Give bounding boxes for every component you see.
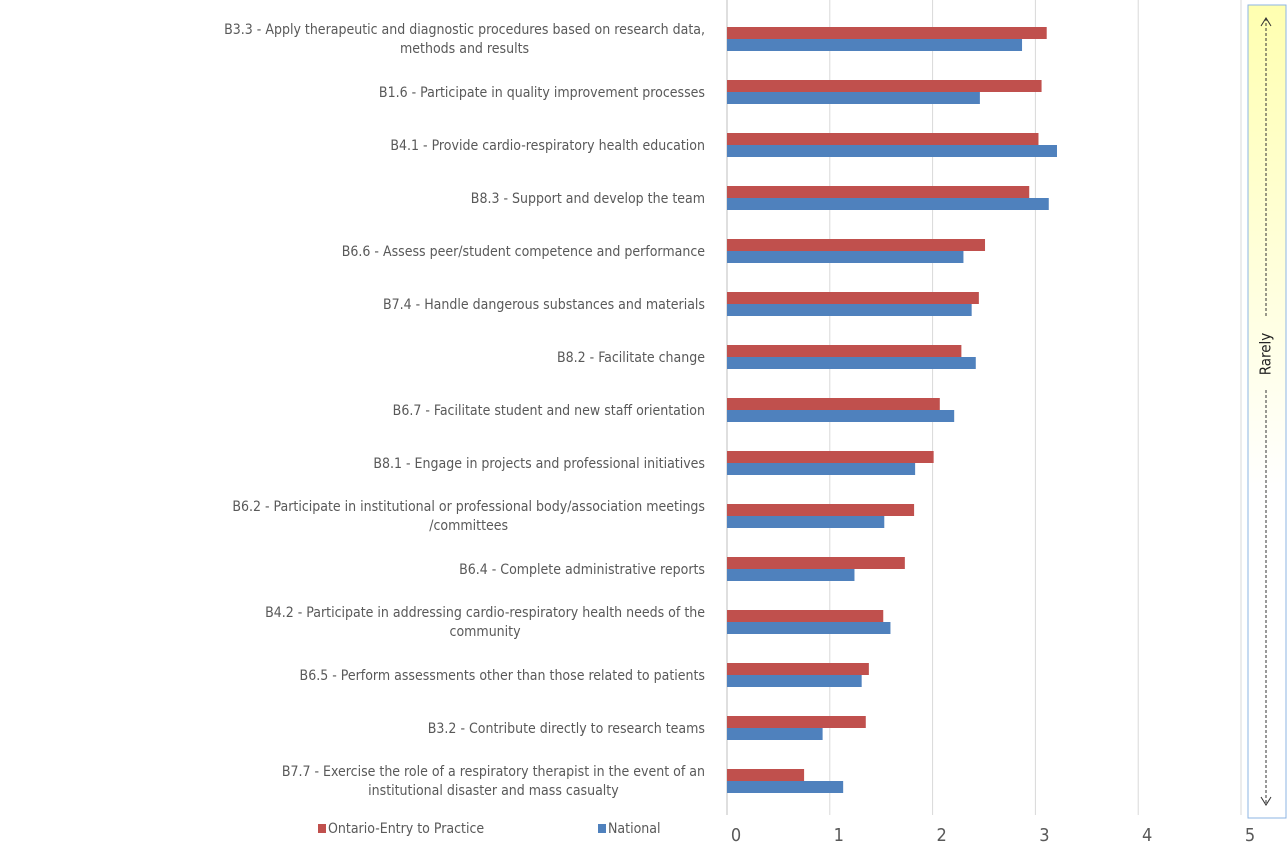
bar xyxy=(727,781,844,793)
bar xyxy=(727,557,905,569)
y-tick-label: B1.6 - Participate in quality improvemen… xyxy=(378,84,705,101)
legend-label: Ontario-Entry to Practice xyxy=(328,821,484,837)
bar xyxy=(727,463,916,475)
bar xyxy=(727,239,986,251)
category-label-box: B6.5 - Perform assessments other than th… xyxy=(25,649,705,703)
category-label-box: B3.3 - Apply therapeutic and diagnostic … xyxy=(25,13,705,67)
category-label-box: B4.2 - Participate in addressing cardio-… xyxy=(25,596,705,650)
legend-swatch xyxy=(318,824,326,833)
category-label-box: B7.7 - Exercise the role of a respirator… xyxy=(25,755,705,809)
annotation: Rarely xyxy=(1257,333,1275,376)
category-label-box: B4.1 - Provide cardio-respiratory health… xyxy=(25,119,705,173)
category-label-box: B3.2 - Contribute directly to research t… xyxy=(25,702,705,756)
bar xyxy=(727,410,955,422)
arrow-head xyxy=(1260,17,1272,27)
y-tick-label: B6.5 - Perform assessments other than th… xyxy=(299,667,705,684)
bar xyxy=(727,39,1023,51)
bar xyxy=(727,675,862,687)
category-label-box: B6.4 - Complete administrative reports xyxy=(25,543,705,597)
bar xyxy=(727,622,891,634)
bar xyxy=(727,357,976,369)
bar xyxy=(727,304,972,316)
bar xyxy=(727,716,866,728)
y-tick-label: B8.1 - Engage in projects and profession… xyxy=(373,455,705,472)
bar xyxy=(727,27,1047,39)
x-tick-label: 1 xyxy=(834,825,844,846)
bar xyxy=(727,769,805,781)
y-tick-label: B6.6 - Assess peer/student competence an… xyxy=(341,243,705,260)
category-label-box: B8.2 - Facilitate change xyxy=(25,331,705,385)
annotation-box xyxy=(1247,4,1287,819)
x-tick-label: 0 xyxy=(731,825,741,846)
bar xyxy=(727,80,1042,92)
bar xyxy=(727,663,869,675)
bar xyxy=(727,198,1049,210)
x-tick-label: 2 xyxy=(936,825,946,846)
y-tick-label: B4.2 - Participate in addressing cardio-… xyxy=(265,605,705,640)
legend-label: National xyxy=(608,821,660,837)
bar xyxy=(727,145,1057,157)
x-tick-label: 4 xyxy=(1142,825,1152,846)
bar xyxy=(727,251,964,263)
bar xyxy=(727,610,884,622)
y-tick-label: B7.7 - Exercise the role of a respirator… xyxy=(281,764,705,799)
x-tick-label: 3 xyxy=(1039,825,1049,846)
bar xyxy=(727,345,962,357)
category-label-box: B8.3 - Support and develop the team xyxy=(25,172,705,226)
arrow-head xyxy=(1260,796,1272,806)
bar xyxy=(727,398,940,410)
bar xyxy=(727,133,1039,145)
y-tick-label: B8.3 - Support and develop the team xyxy=(470,190,705,207)
category-label-box: B6.6 - Assess peer/student competence an… xyxy=(25,225,705,279)
category-label-box: B1.6 - Participate in quality improvemen… xyxy=(25,66,705,120)
bar xyxy=(727,92,980,104)
y-tick-label: B4.1 - Provide cardio-respiratory health… xyxy=(390,137,705,154)
bar xyxy=(727,292,979,304)
bar xyxy=(727,516,885,528)
bar xyxy=(727,728,823,740)
bar xyxy=(727,451,934,463)
category-label-box: B6.7 - Facilitate student and new staff … xyxy=(25,384,705,438)
y-tick-label: B3.2 - Contribute directly to research t… xyxy=(427,720,705,737)
bar xyxy=(727,569,855,581)
y-tick-label: B3.3 - Apply therapeutic and diagnostic … xyxy=(224,22,705,57)
y-tick-label: B6.7 - Facilitate student and new staff … xyxy=(392,402,705,419)
bar xyxy=(727,186,1030,198)
category-label-box: B7.4 - Handle dangerous substances and m… xyxy=(25,278,705,332)
legend-swatch xyxy=(598,824,606,833)
y-tick-label: B7.4 - Handle dangerous substances and m… xyxy=(382,296,705,313)
x-tick-label: 5 xyxy=(1245,825,1255,846)
y-tick-label: B6.2 - Participate in institutional or p… xyxy=(232,499,705,534)
category-label-box: B6.2 - Participate in institutional or p… xyxy=(25,490,705,544)
y-tick-label: B8.2 - Facilitate change xyxy=(556,349,705,366)
category-label-box: B8.1 - Engage in projects and profession… xyxy=(25,437,705,491)
y-tick-label: B6.4 - Complete administrative reports xyxy=(459,561,705,578)
bar xyxy=(727,504,915,516)
